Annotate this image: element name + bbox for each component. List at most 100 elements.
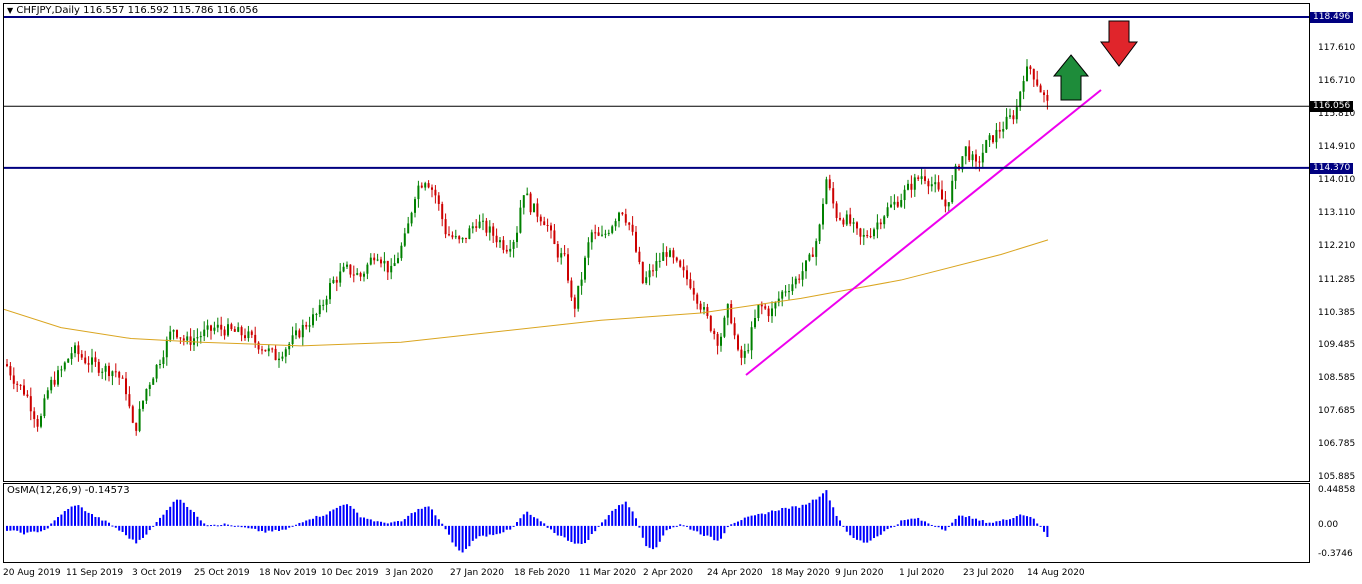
triangle-down-icon[interactable]: ▼ <box>7 6 14 15</box>
candle-body <box>1005 116 1008 129</box>
osma-bar <box>271 525 274 532</box>
osma-bar <box>359 517 362 526</box>
candle-body <box>312 314 314 326</box>
candle-body <box>373 257 376 261</box>
candle-body <box>934 182 937 185</box>
price-tick-label: 110.385 <box>1318 307 1356 318</box>
osma-bar <box>818 496 821 526</box>
osma-bar <box>577 525 580 544</box>
osma-bar <box>471 525 474 541</box>
candle-body <box>176 330 178 338</box>
candle-body <box>832 188 835 204</box>
osma-bar <box>458 525 461 551</box>
candle-body <box>890 204 892 208</box>
osma-bar <box>80 507 83 526</box>
trendline[interactable] <box>745 89 1102 376</box>
osma-bar <box>971 518 974 526</box>
candle-body <box>458 236 461 240</box>
candle-body <box>281 356 284 359</box>
osma-bar <box>295 524 297 526</box>
price-chart-pane[interactable]: ▼ CHFJPY,Daily 116.557 116.592 115.786 1… <box>3 3 1310 482</box>
candle-body <box>318 305 321 315</box>
osma-bar <box>526 511 529 526</box>
osma-bar <box>182 502 185 526</box>
candle-body <box>947 202 950 207</box>
oscillator-tick-label: 0.00 <box>1318 519 1339 530</box>
osma-bar <box>346 504 348 526</box>
candle-body <box>988 135 991 141</box>
osma-bar <box>886 525 889 530</box>
osma-bar <box>937 525 940 528</box>
candle-body <box>546 225 549 227</box>
osma-bar <box>1019 514 1022 526</box>
candle-body <box>944 199 947 207</box>
osma-bar <box>869 525 872 541</box>
candle-body <box>808 254 811 261</box>
candle-body <box>162 357 165 365</box>
candle-body <box>223 329 226 336</box>
osma-bar <box>257 525 260 532</box>
candle-body <box>298 330 301 338</box>
osma-bar <box>216 525 219 527</box>
candle-body <box>679 260 682 267</box>
candle-body <box>601 234 603 236</box>
candle-body <box>43 398 46 417</box>
candle-body <box>135 422 138 431</box>
candle-body <box>475 226 478 228</box>
osma-bar <box>672 525 675 528</box>
osma-bar <box>407 515 410 526</box>
candle-body <box>227 324 229 336</box>
candle-body <box>665 252 668 257</box>
oscillator-pane[interactable]: OsMA(12,26,9) -0.14573 <box>3 483 1310 563</box>
osma-bar <box>713 525 716 541</box>
candle-body <box>325 299 328 305</box>
candle-body <box>920 176 923 179</box>
candle-body <box>431 187 433 190</box>
candle-body <box>342 266 345 272</box>
osma-bar <box>913 518 916 526</box>
osma-bar <box>57 517 59 526</box>
candle-body <box>111 371 114 377</box>
candle-body <box>33 411 36 419</box>
osma-bar <box>288 525 291 528</box>
osma-bar <box>155 522 158 526</box>
candle-body <box>924 176 926 181</box>
osma-bar <box>709 525 712 537</box>
osma-bar <box>587 525 590 540</box>
osma-bar <box>148 525 151 531</box>
candle-body <box>961 156 964 170</box>
candle-body <box>386 260 389 273</box>
osma-bar <box>825 490 828 526</box>
candle-body <box>9 366 12 376</box>
osma-bar <box>696 525 699 532</box>
osma-bar <box>879 525 882 535</box>
candle-body <box>539 216 542 222</box>
osma-bar <box>461 525 464 553</box>
osma-bar <box>386 523 389 526</box>
osma-bar <box>223 523 226 526</box>
osma-bar <box>213 524 216 526</box>
price-axis[interactable]: 118.496 117.610 116.710 116.056 115.810 114.9… <box>1310 3 1362 482</box>
candle-body <box>910 183 913 190</box>
candle-body <box>1012 115 1015 120</box>
candle-body <box>682 266 685 271</box>
green-up-arrow-icon <box>1052 54 1090 101</box>
candle-body <box>529 193 532 213</box>
osma-bar <box>363 517 365 526</box>
time-axis[interactable]: 20 Aug 2019 11 Sep 2019 3 Oct 2019 25 Oct 2… <box>0 563 1310 584</box>
candle-body <box>247 331 250 339</box>
candle-body <box>369 257 372 265</box>
candle-body <box>118 371 121 378</box>
osma-bar <box>771 510 773 526</box>
osma-bar <box>747 516 750 526</box>
candle-body <box>159 364 161 366</box>
candle-body <box>699 303 702 310</box>
candle-body <box>400 245 403 259</box>
candle-body <box>199 336 202 338</box>
osma-bar <box>1009 519 1011 526</box>
candle-body <box>658 260 661 262</box>
osma-bar <box>135 525 138 544</box>
osma-bar <box>50 523 53 526</box>
candle-body <box>261 349 263 351</box>
osma-bar <box>475 525 478 539</box>
